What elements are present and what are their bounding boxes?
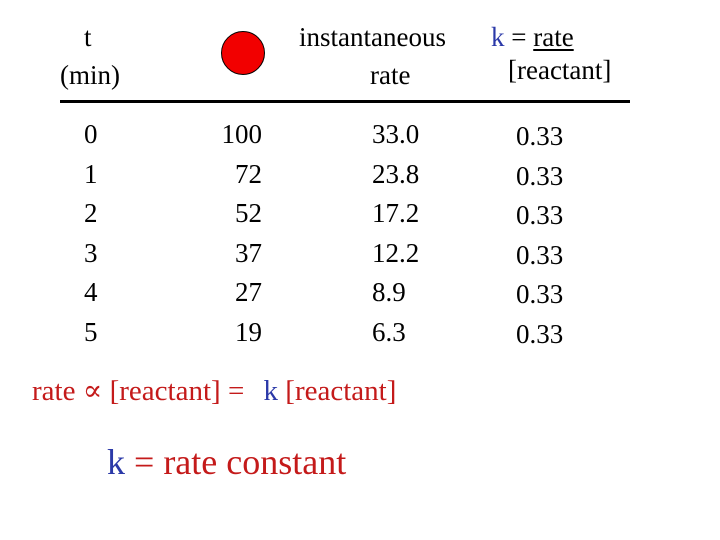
rate-header-line2: rate bbox=[370, 60, 410, 90]
table-cell: 0 bbox=[84, 119, 98, 149]
k-column: 0.33 0.33 0.33 0.33 0.33 0.33 bbox=[516, 117, 563, 354]
table-cell: 0.33 bbox=[516, 121, 564, 151]
def-text: rate constant bbox=[163, 442, 347, 482]
k-numerator: rate bbox=[533, 22, 574, 52]
eq-rate: rate bbox=[32, 375, 76, 407]
reactant-red-circle-icon bbox=[221, 31, 265, 75]
k-denominator: [reactant] bbox=[508, 55, 612, 85]
table-cell: 0.33 bbox=[516, 318, 564, 349]
reactant-column: 100 72 52 37 27 19 bbox=[200, 115, 263, 352]
table-cell: 4 bbox=[84, 277, 98, 307]
k-equals: = bbox=[511, 22, 527, 52]
table-cell: 17.2 bbox=[372, 198, 420, 228]
table-cell: 1 bbox=[84, 158, 98, 189]
eq-equals: = bbox=[227, 375, 245, 407]
time-column: 0 1 2 3 4 5 bbox=[84, 115, 98, 352]
time-label: t bbox=[84, 22, 92, 52]
table-cell: 3 bbox=[84, 237, 98, 268]
eq-reactant2: [reactant] bbox=[285, 375, 397, 407]
header-divider bbox=[60, 100, 630, 103]
time-unit-label: (min) bbox=[60, 60, 120, 90]
table-cell: 100 bbox=[221, 119, 263, 149]
rate-header-text2: rate bbox=[370, 60, 411, 90]
table-cell: 72 bbox=[235, 158, 262, 189]
proportional-symbol: ∝ bbox=[82, 375, 103, 407]
table-cell: 33.0 bbox=[372, 119, 420, 149]
table-cell: 0.33 bbox=[516, 239, 564, 270]
def-k: k bbox=[107, 442, 125, 482]
def-equals: = bbox=[134, 442, 155, 482]
time-unit: (min) bbox=[60, 60, 120, 90]
table-cell: 2 bbox=[84, 198, 98, 228]
table-cell: 8.9 bbox=[372, 277, 406, 307]
table-cell: 19 bbox=[235, 316, 262, 347]
k-denominator-row: [reactant] bbox=[508, 55, 611, 85]
rate-law-equation: rate ∝ [reactant] = k [reactant] bbox=[32, 374, 396, 408]
rate-column: 33.0 23.8 17.2 12.2 8.9 6.3 bbox=[372, 115, 419, 352]
table-cell: 37 bbox=[235, 237, 262, 268]
eq-reactant1: [reactant] bbox=[109, 375, 221, 407]
eq-k: k bbox=[263, 375, 279, 407]
rate-header-text1: instantaneous bbox=[299, 22, 446, 52]
rate-constant-definition: k = rate constant bbox=[107, 442, 346, 482]
table-cell: 5 bbox=[84, 316, 98, 347]
rate-header-line1: instantaneous bbox=[299, 22, 446, 52]
table-cell: 0.33 bbox=[516, 200, 564, 230]
table-cell: 0.33 bbox=[516, 279, 564, 309]
k-symbol: k bbox=[491, 22, 505, 52]
table-cell: 23.8 bbox=[372, 158, 420, 189]
table-cell: 52 bbox=[235, 198, 262, 228]
time-header: t bbox=[84, 22, 92, 52]
table-cell: 27 bbox=[235, 277, 262, 307]
table-cell: 0.33 bbox=[516, 160, 564, 191]
table-cell: 12.2 bbox=[372, 237, 420, 268]
table-cell: 6.3 bbox=[372, 316, 406, 347]
k-header: k = rate bbox=[491, 22, 574, 52]
